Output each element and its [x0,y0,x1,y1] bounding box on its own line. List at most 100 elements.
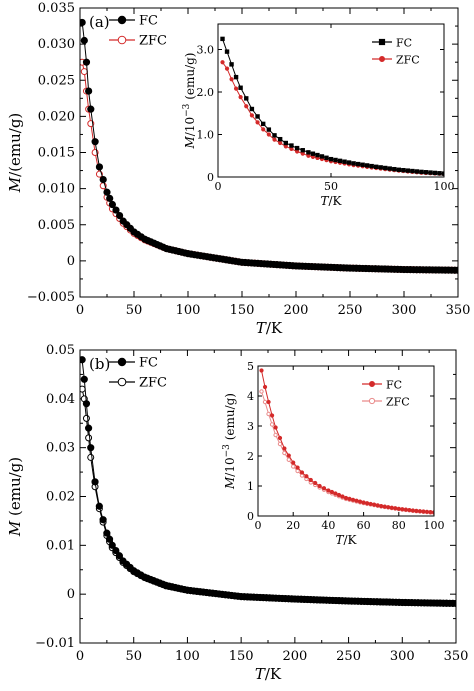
y-tick-label: 0 [247,510,254,523]
data-point [112,546,120,555]
data-point [238,85,243,90]
data-point [405,168,411,173]
data-point [262,384,268,390]
x-tick-label: 150 [229,649,254,664]
x-tick-label: 60 [357,519,371,532]
y-tick-label: 4 [247,390,254,403]
data-point [282,446,287,451]
data-point [116,211,124,220]
y-tick-label: 0.020 [38,109,75,124]
y-tick-label: 0.03 [46,441,75,456]
data-point [375,503,380,508]
y-tick-label: 0.035 [38,1,75,16]
plot-frame [217,23,445,178]
data-point [308,477,313,483]
data-point [342,159,347,164]
data-point [403,507,408,512]
data-point [343,495,349,501]
legend-marker [117,35,127,45]
data-point [410,168,415,174]
data-point [85,87,93,95]
data-point [105,535,114,543]
y-tick-label: 0 [67,254,75,269]
data-point [372,502,377,507]
plot-frame [79,7,459,298]
data-point [277,435,283,441]
legend: FC ZFC [372,37,420,67]
x-tick-label: 0 [215,180,222,193]
data-point [266,411,271,417]
data-point [419,169,424,175]
series-fc [80,18,458,274]
data-point [351,161,356,166]
data-point [306,153,311,158]
data-point [365,501,370,506]
data-point [295,468,300,474]
x-axis-label: T/K [256,319,283,337]
data-point [266,399,271,405]
legend-marker [378,56,385,63]
data-point [108,200,117,209]
data-point [262,399,268,405]
data-point [324,155,329,160]
legend-label: ZFC [139,376,167,391]
y-tick-label: 0.025 [38,73,75,88]
x-tick-label: 200 [284,303,309,318]
inset-background [258,366,434,516]
data-point [340,494,345,499]
y-tick-label: 5 [247,360,254,373]
legend-label: FC [396,37,412,50]
legend-marker [368,397,376,405]
data-point [410,508,415,513]
y-tick-label: 0.02 [46,490,75,505]
data-point [80,375,88,383]
data-point [229,77,234,82]
data-point [261,121,266,127]
data-point [80,356,86,364]
y-axis-label: M/10−3 (emu/g) [182,52,197,149]
legend-marker [368,380,375,387]
x-tick-label: 0 [76,303,84,318]
legend-label: ZFC [139,34,167,49]
data-point [417,509,423,514]
x-tick-label: 150 [230,303,255,318]
data-point [321,486,327,491]
data-point [95,163,104,171]
legend-marker [117,377,127,387]
data-point [85,434,93,442]
data-point [273,432,278,438]
data-point [315,152,320,158]
x-tick-label: 0 [255,519,262,532]
y-tick-label: 0 [207,171,214,184]
data-point [423,170,429,175]
plot-frame [257,365,435,517]
data-point [272,133,277,138]
data-point [283,140,289,146]
data-point [233,74,239,80]
data-point [295,465,300,470]
data-point [291,464,296,469]
x-tick-label: 350 [446,303,471,318]
data-point [392,166,397,172]
data-point [354,498,359,503]
legend-label: ZFC [396,54,420,67]
y-tick-label: 2 [247,450,254,463]
data-point [360,162,365,167]
chart-a-main: 0 50 100 150 200 250 300 350−0.00500.0050.0100.… [6,1,470,337]
data-point [328,156,334,162]
x-tick-label: 100 [434,180,455,193]
data-point [387,166,392,171]
x-tick-label: 50 [126,303,143,318]
plot-area [80,356,456,608]
data-point [355,161,361,167]
y-axis-label: M/10−3 (emu/g) [222,393,237,490]
x-tick-label: 200 [282,649,307,664]
data-point [428,509,433,515]
x-tick-label: 100 [176,303,201,318]
data-point [249,113,254,118]
data-point [82,414,90,422]
data-point [369,163,374,169]
data-point [80,36,88,45]
data-point [224,49,230,54]
